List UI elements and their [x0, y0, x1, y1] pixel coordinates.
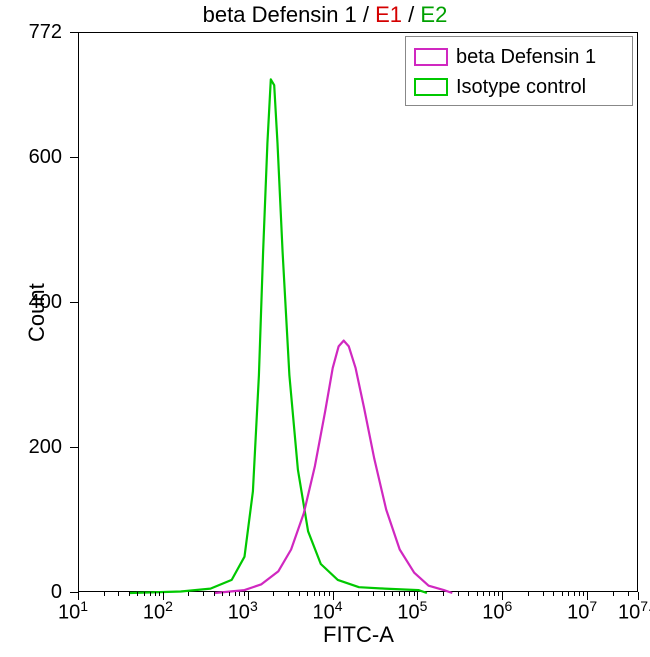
x-minor-tick: [150, 592, 151, 596]
plot-area: [78, 32, 638, 592]
x-minor-tick: [628, 592, 629, 596]
legend-label: beta Defensin 1: [456, 46, 596, 69]
x-minor-tick: [414, 592, 415, 596]
x-tick-mark: [333, 592, 334, 600]
x-minor-tick: [404, 592, 405, 596]
x-minor-tick: [118, 592, 119, 596]
x-tick-label: 101: [58, 598, 88, 625]
x-minor-tick: [288, 592, 289, 596]
x-minor-tick: [498, 592, 499, 596]
x-minor-tick: [244, 592, 245, 596]
legend-swatch: [414, 78, 448, 96]
x-minor-tick: [468, 592, 469, 596]
x-minor-tick: [392, 592, 393, 596]
x-tick-label: 105: [397, 598, 427, 625]
x-minor-tick: [203, 592, 204, 596]
x-minor-tick: [129, 592, 130, 596]
x-minor-tick: [299, 592, 300, 596]
x-tick-label: 103: [228, 598, 258, 625]
legend-swatch: [414, 48, 448, 66]
series-curve: [215, 341, 452, 593]
x-minor-tick: [373, 592, 374, 596]
x-minor-tick: [324, 592, 325, 596]
x-minor-tick: [235, 592, 236, 596]
y-tick-mark: [70, 157, 78, 158]
y-tick-mark: [70, 302, 78, 303]
y-tick-mark: [70, 592, 78, 593]
legend-entry: beta Defensin 1: [414, 43, 596, 71]
x-tick-mark: [248, 592, 249, 600]
x-tick-mark: [587, 592, 588, 600]
x-minor-tick: [358, 592, 359, 596]
x-tick-label: 102: [143, 598, 173, 625]
x-minor-tick: [443, 592, 444, 596]
x-tick-mark: [417, 592, 418, 600]
x-minor-tick: [528, 592, 529, 596]
y-tick-mark: [70, 447, 78, 448]
x-minor-tick: [239, 592, 240, 596]
y-tick-label: 772: [0, 21, 62, 44]
legend: beta Defensin 1 Isotype control: [405, 36, 633, 106]
x-tick-mark: [638, 592, 639, 600]
y-tick-label: 600: [0, 146, 62, 169]
x-minor-tick: [553, 592, 554, 596]
x-minor-tick: [583, 592, 584, 596]
series-curve: [130, 79, 427, 593]
x-minor-tick: [307, 592, 308, 596]
x-minor-tick: [543, 592, 544, 596]
x-minor-tick: [494, 592, 495, 596]
y-tick-label: 200: [0, 436, 62, 459]
title-segment: E2: [420, 2, 447, 27]
x-minor-tick: [329, 592, 330, 596]
x-minor-tick: [314, 592, 315, 596]
x-minor-tick: [574, 592, 575, 596]
chart-title: beta Defensin 1 / E1 / E2: [0, 2, 650, 28]
x-minor-tick: [137, 592, 138, 596]
title-segment: beta Defensin 1 /: [203, 2, 375, 27]
x-minor-tick: [155, 592, 156, 596]
x-tick-mark: [78, 592, 79, 600]
x-minor-tick: [104, 592, 105, 596]
x-minor-tick: [483, 592, 484, 596]
x-minor-tick: [399, 592, 400, 596]
x-minor-tick: [159, 592, 160, 596]
title-segment: E1: [375, 2, 402, 27]
legend-label: Isotype control: [456, 76, 586, 99]
x-minor-tick: [579, 592, 580, 596]
x-minor-tick: [384, 592, 385, 596]
flow-cytometry-histogram: beta Defensin 1 / E1 / E2 Count FITC-A 0…: [0, 0, 650, 657]
x-minor-tick: [568, 592, 569, 596]
x-minor-tick: [477, 592, 478, 596]
legend-entry: Isotype control: [414, 73, 586, 101]
y-tick-mark: [70, 32, 78, 33]
x-minor-tick: [229, 592, 230, 596]
x-minor-tick: [409, 592, 410, 596]
x-minor-tick: [273, 592, 274, 596]
x-tick-label: 107.6: [618, 598, 650, 625]
title-segment: /: [402, 2, 420, 27]
y-tick-label: 400: [0, 291, 62, 314]
x-minor-tick: [613, 592, 614, 596]
x-axis-label: FITC-A: [323, 622, 394, 648]
x-minor-tick: [458, 592, 459, 596]
x-tick-mark: [163, 592, 164, 600]
x-minor-tick: [188, 592, 189, 596]
x-tick-label: 106: [482, 598, 512, 625]
x-minor-tick: [489, 592, 490, 596]
x-minor-tick: [144, 592, 145, 596]
x-tick-label: 107: [567, 598, 597, 625]
x-minor-tick: [222, 592, 223, 596]
x-tick-label: 104: [313, 598, 343, 625]
x-minor-tick: [214, 592, 215, 596]
x-minor-tick: [319, 592, 320, 596]
y-tick-label: 0: [0, 581, 62, 604]
series-layer: [79, 33, 639, 593]
x-tick-mark: [502, 592, 503, 600]
x-minor-tick: [562, 592, 563, 596]
